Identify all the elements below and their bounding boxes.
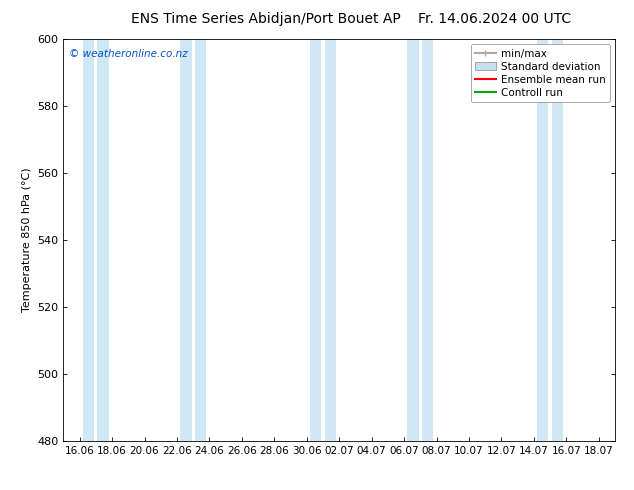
Bar bbox=[325, 39, 336, 441]
Legend: min/max, Standard deviation, Ensemble mean run, Controll run: min/max, Standard deviation, Ensemble me… bbox=[470, 45, 610, 102]
Bar bbox=[537, 39, 548, 441]
Text: © weatheronline.co.nz: © weatheronline.co.nz bbox=[69, 49, 188, 59]
Bar bbox=[195, 39, 206, 441]
Bar bbox=[422, 39, 433, 441]
Bar bbox=[180, 39, 191, 441]
Text: ENS Time Series Abidjan/Port Bouet AP: ENS Time Series Abidjan/Port Bouet AP bbox=[131, 12, 401, 26]
Bar bbox=[407, 39, 418, 441]
Text: Fr. 14.06.2024 00 UTC: Fr. 14.06.2024 00 UTC bbox=[418, 12, 571, 26]
Bar bbox=[83, 39, 94, 441]
Bar bbox=[98, 39, 109, 441]
Y-axis label: Temperature 850 hPa (°C): Temperature 850 hPa (°C) bbox=[22, 168, 32, 313]
Bar bbox=[552, 39, 563, 441]
Bar bbox=[310, 39, 321, 441]
